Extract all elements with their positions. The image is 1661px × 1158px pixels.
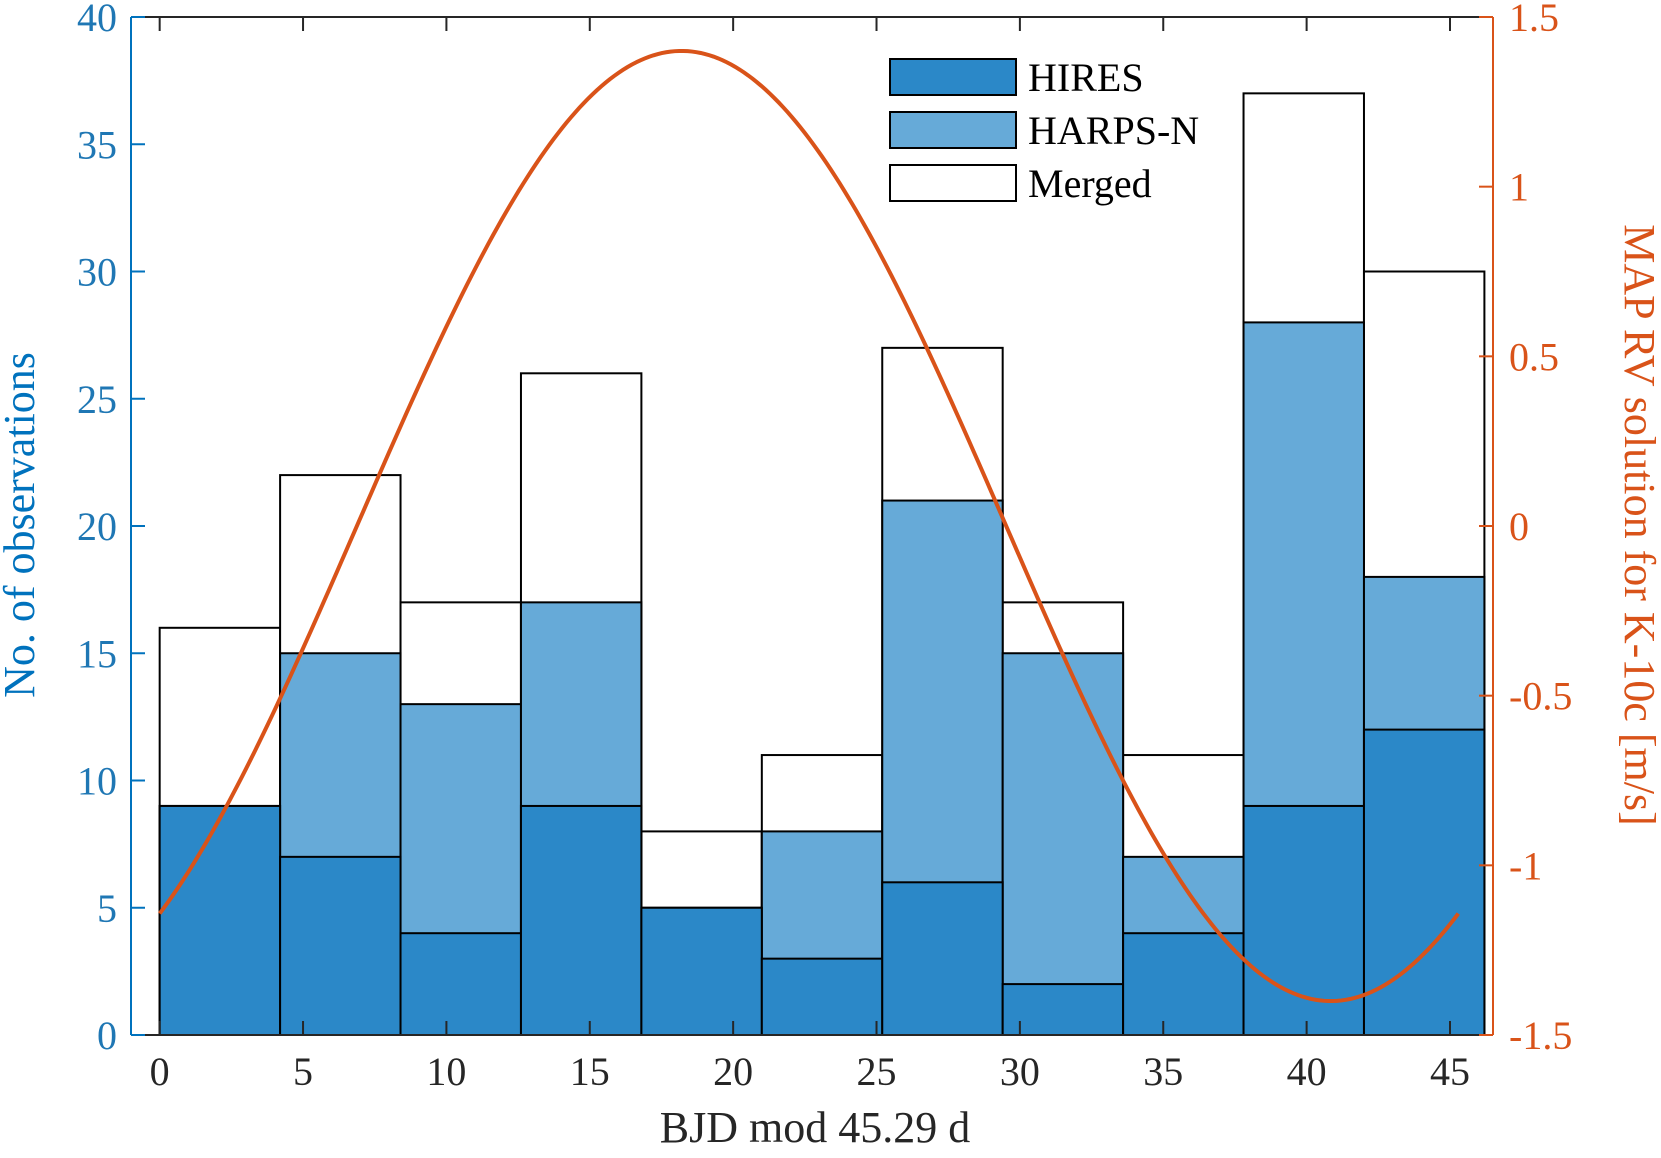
right-tick-label: -1.5: [1509, 1013, 1572, 1058]
bottom-tick-label: 10: [426, 1049, 466, 1094]
bottom-tick-label: 15: [570, 1049, 610, 1094]
right-tick-label: -0.5: [1509, 674, 1572, 719]
left-tick-label: 15: [77, 631, 117, 676]
legend-label-harps-n: HARPS-N: [1028, 108, 1199, 153]
left-tick-label: 10: [77, 759, 117, 804]
legend: HIRES HARPS-N Merged: [889, 55, 1199, 206]
rv-curve-line: [158, 48, 1460, 1004]
legend-label-merged: Merged: [1028, 161, 1152, 206]
histogram-bars: [158, 92, 1486, 1037]
bottom-tick-label: 40: [1287, 1049, 1327, 1094]
bar-hires-8: [1122, 932, 1245, 1037]
bar-hires-1: [279, 855, 402, 1036]
left-tick-label: 35: [77, 122, 117, 167]
bottom-tick-label: 30: [1000, 1049, 1040, 1094]
legend-label-hires: HIRES: [1028, 55, 1144, 100]
bar-hires-3: [519, 804, 643, 1037]
left-tick-label: 40: [77, 0, 117, 40]
left-tick-label: 25: [77, 377, 117, 422]
bar-hires-5: [760, 957, 884, 1037]
right-tick-label: 0: [1509, 504, 1529, 549]
left-tick-label: 20: [77, 504, 117, 549]
legend-swatch-harps-n: [889, 111, 1017, 149]
bottom-tick-label: 35: [1143, 1049, 1183, 1094]
bar-harps-n-7: [1001, 652, 1125, 1036]
left-tick-label: 30: [77, 250, 117, 295]
bottom-tick-label: 20: [713, 1049, 753, 1094]
bottom-ticks: 0 5 10 15 20 25 30 35 40 45: [150, 17, 1470, 1094]
bar-hires-0: [158, 804, 282, 1037]
right-tick-label: 0.5: [1509, 334, 1559, 379]
legend-swatch-hires: [889, 58, 1017, 96]
bottom-tick-label: 45: [1430, 1049, 1470, 1094]
bar-hires-7: [1001, 983, 1125, 1036]
bar-hires-4: [640, 906, 763, 1036]
right-tick-label: -1: [1509, 843, 1542, 888]
y-axis-label-right: MAP RV solution for K-10c [m/s]: [1615, 224, 1661, 825]
left-ticks: 0 5 10 15 20 25 30 35 40: [77, 0, 145, 1058]
legend-swatch-merged: [889, 164, 1017, 202]
bar-hires-6: [881, 881, 1004, 1036]
bar-hires-2: [399, 932, 522, 1037]
left-tick-label: 5: [97, 886, 117, 931]
bottom-tick-label: 0: [150, 1049, 170, 1094]
right-tick-label: 1.5: [1509, 0, 1559, 40]
y-axis-label-left: No. of observations: [0, 352, 44, 698]
bottom-tick-label: 25: [857, 1049, 897, 1094]
bar-hires-10: [1362, 728, 1486, 1036]
bottom-tick-label: 5: [293, 1049, 313, 1094]
right-tick-label: 1: [1509, 165, 1529, 210]
left-tick-label: 0: [97, 1013, 117, 1058]
right-ticks: -1.5 -1 -0.5 0 0.5 1 1.5: [1479, 0, 1572, 1058]
x-axis-label: BJD mod 45.29 d: [660, 1103, 970, 1152]
